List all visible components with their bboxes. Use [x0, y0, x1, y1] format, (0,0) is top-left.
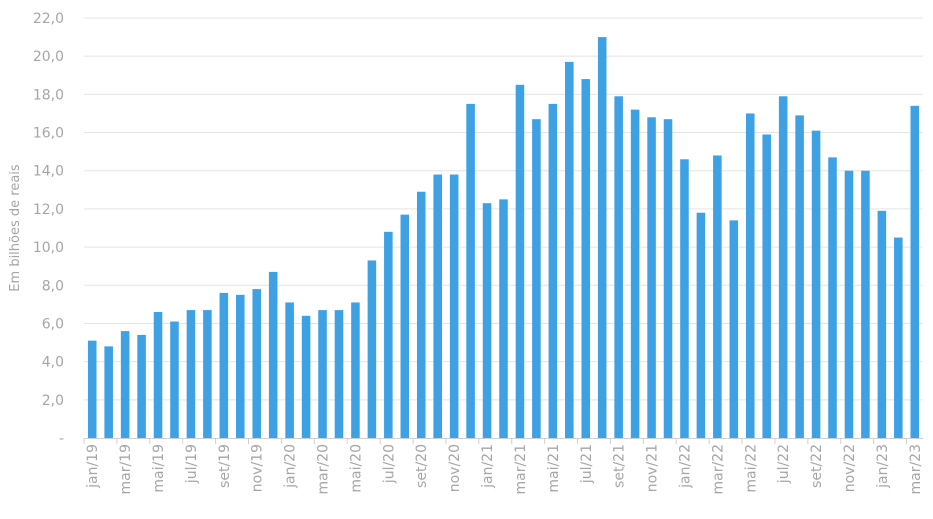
bar-mai-21 [548, 103, 558, 438]
x-tick-label: jan/23 [875, 444, 891, 489]
bar-fev-20 [301, 315, 311, 438]
y-tick-label: 16,0 [33, 126, 64, 142]
bar-jan-23 [877, 210, 887, 438]
bar-jun-21 [565, 61, 574, 439]
bar-jul-22 [778, 96, 788, 438]
bar-set-22 [811, 130, 821, 439]
bar-ago-21 [597, 37, 607, 438]
y-tick-label: 10,0 [33, 240, 64, 256]
bar-jan-19 [87, 340, 97, 438]
x-tick-label: mar/22 [710, 444, 726, 495]
x-tick-label: mar/21 [513, 444, 529, 495]
y-axis-label: Em bilhões de reais [8, 164, 23, 292]
x-tick-label: jul/21 [579, 444, 595, 484]
bar-out-19 [236, 294, 245, 438]
x-axis [83, 438, 923, 444]
x-tick-label: set/22 [809, 444, 825, 488]
bar-dez-19 [268, 271, 278, 438]
x-tick-label: mai/21 [546, 444, 562, 493]
bar-fev-21 [499, 199, 508, 438]
x-tick-label: jan/20 [283, 444, 299, 489]
x-tick-label: jul/20 [381, 444, 397, 484]
bar-set-21 [614, 96, 623, 438]
bar-mai-20 [351, 302, 360, 438]
x-tick-label: mai/20 [348, 444, 364, 493]
bar-out-20 [433, 174, 442, 438]
bars [87, 37, 920, 439]
bar-jun-22 [762, 134, 771, 439]
bar-ago-20 [400, 214, 410, 438]
bar-nov-21 [647, 117, 656, 438]
x-tick-label: nov/20 [447, 444, 463, 492]
x-tick-label: mar/20 [316, 444, 332, 495]
bar-jul-20 [384, 231, 393, 438]
x-tick-label: nov/21 [645, 444, 661, 492]
bar-ago-19 [203, 310, 212, 438]
bar-dez-22 [861, 170, 870, 438]
y-tick-label: 4,0 [42, 355, 64, 371]
bar-jan-20 [285, 302, 294, 438]
x-tick-label: nov/22 [842, 444, 858, 492]
bar-fev-23 [894, 237, 903, 438]
x-tick-label: set/19 [217, 444, 233, 488]
bar-jun-19 [170, 321, 179, 438]
bar-out-21 [630, 109, 640, 439]
bar-mai-19 [153, 312, 163, 438]
bar-nov-19 [252, 289, 262, 438]
bar-dez-21 [663, 119, 673, 438]
x-tick-label: set/21 [612, 444, 628, 488]
bar-ago-22 [795, 115, 804, 438]
y-tick-label: 6,0 [42, 316, 64, 332]
y-axis-ticks: - 2,0 4,0 6,0 8,0 10,0 12,0 14,0 16,0 18,0 20,0 22,… [33, 11, 64, 447]
bar-fev-22 [696, 212, 706, 438]
x-tick-label: jan/19 [85, 444, 101, 489]
bar-jun-20 [367, 260, 377, 438]
x-tick-label: jul/22 [776, 444, 792, 484]
x-tick-label: nov/19 [250, 444, 266, 492]
bar-abr-21 [532, 119, 541, 438]
bar-fev-19 [104, 346, 113, 438]
bar-set-20 [416, 191, 426, 438]
bar-abr-20 [334, 310, 344, 438]
bar-abr-22 [729, 220, 739, 438]
bar-mai-22 [745, 113, 755, 439]
x-tick-label: jan/22 [677, 444, 693, 489]
bar-mar-19 [120, 331, 130, 438]
bar-jul-19 [186, 310, 196, 438]
bar-mar-22 [713, 155, 722, 439]
bar-mar-23 [910, 105, 920, 439]
y-tick-label: 2,0 [42, 393, 64, 409]
x-tick-label: mai/22 [743, 444, 759, 493]
bar-jan-22 [680, 159, 689, 439]
y-tick-label: 12,0 [33, 202, 64, 218]
bar-mar-21 [515, 84, 525, 439]
bar-jan-21 [482, 203, 492, 438]
x-tick-label: mai/19 [151, 444, 167, 493]
x-tick-label: jul/19 [184, 444, 200, 484]
x-tick-label: set/20 [414, 444, 430, 488]
y-tick-label: - [59, 431, 64, 447]
y-tick-label: 14,0 [33, 164, 64, 180]
bar-set-19 [219, 292, 229, 438]
x-tick-label: mar/19 [118, 444, 134, 495]
x-axis-ticks: jan/19 mar/19 mai/19 jul/19 set/19 nov/19 jan/… [85, 444, 924, 495]
y-tick-label: 20,0 [33, 49, 64, 65]
bar-dez-20 [466, 103, 475, 438]
bar-mar-20 [318, 310, 327, 438]
bar-jul-21 [581, 79, 591, 438]
y-tick-label: 8,0 [42, 278, 64, 294]
y-tick-label: 22,0 [33, 11, 64, 27]
x-tick-label: mar/23 [908, 444, 924, 495]
bar-out-22 [828, 157, 837, 438]
x-tick-label: jan/21 [480, 444, 496, 489]
bar-nov-20 [449, 174, 459, 438]
y-tick-label: 18,0 [33, 87, 64, 103]
bar-abr-19 [137, 334, 146, 438]
bar-nov-22 [844, 170, 854, 438]
